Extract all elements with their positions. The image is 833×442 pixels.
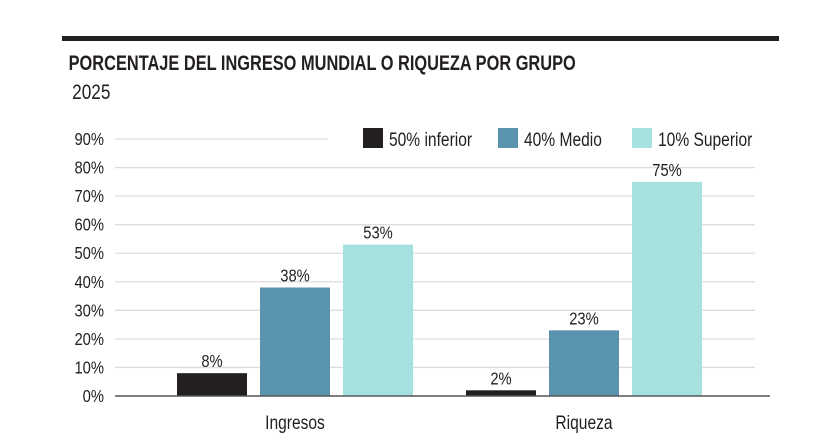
y-tick-label: 30% [74, 301, 104, 321]
bar [549, 330, 619, 396]
y-tick-label: 50% [74, 244, 104, 264]
data-label: 23% [569, 309, 599, 329]
bar [466, 390, 536, 396]
bar [260, 287, 330, 396]
legend-swatch [498, 128, 518, 148]
chart-subtitle: 2025 [72, 82, 110, 105]
data-label: 8% [201, 352, 223, 372]
data-label: 38% [280, 266, 310, 286]
y-tick-label: 0% [83, 387, 105, 407]
legend-label: 10% Superior [658, 129, 753, 151]
y-tick-label: 20% [74, 330, 104, 350]
y-tick-label: 40% [74, 272, 104, 292]
x-tick-label: Riqueza [555, 412, 612, 434]
bar [632, 181, 702, 396]
legend-swatch [632, 128, 652, 148]
legend-label: 40% Medio [524, 129, 602, 151]
y-tick-label: 70% [74, 187, 104, 207]
data-label: 2% [490, 369, 512, 389]
bar [343, 244, 413, 396]
legend-label: 50% inferior [389, 129, 472, 151]
y-tick-label: 60% [74, 215, 104, 235]
y-tick-label: 90% [74, 130, 104, 150]
data-label: 75% [652, 161, 682, 181]
bar [177, 373, 247, 396]
legend-swatch [363, 128, 383, 148]
x-tick-label: Ingresos [265, 412, 325, 434]
chart-title: PORCENTAJE DEL INGRESO MUNDIAL O RIQUEZA… [69, 51, 576, 74]
title-rule [62, 36, 779, 41]
y-tick-label: 10% [74, 358, 104, 378]
y-tick-label: 80% [74, 158, 104, 178]
data-label: 53% [363, 223, 393, 243]
